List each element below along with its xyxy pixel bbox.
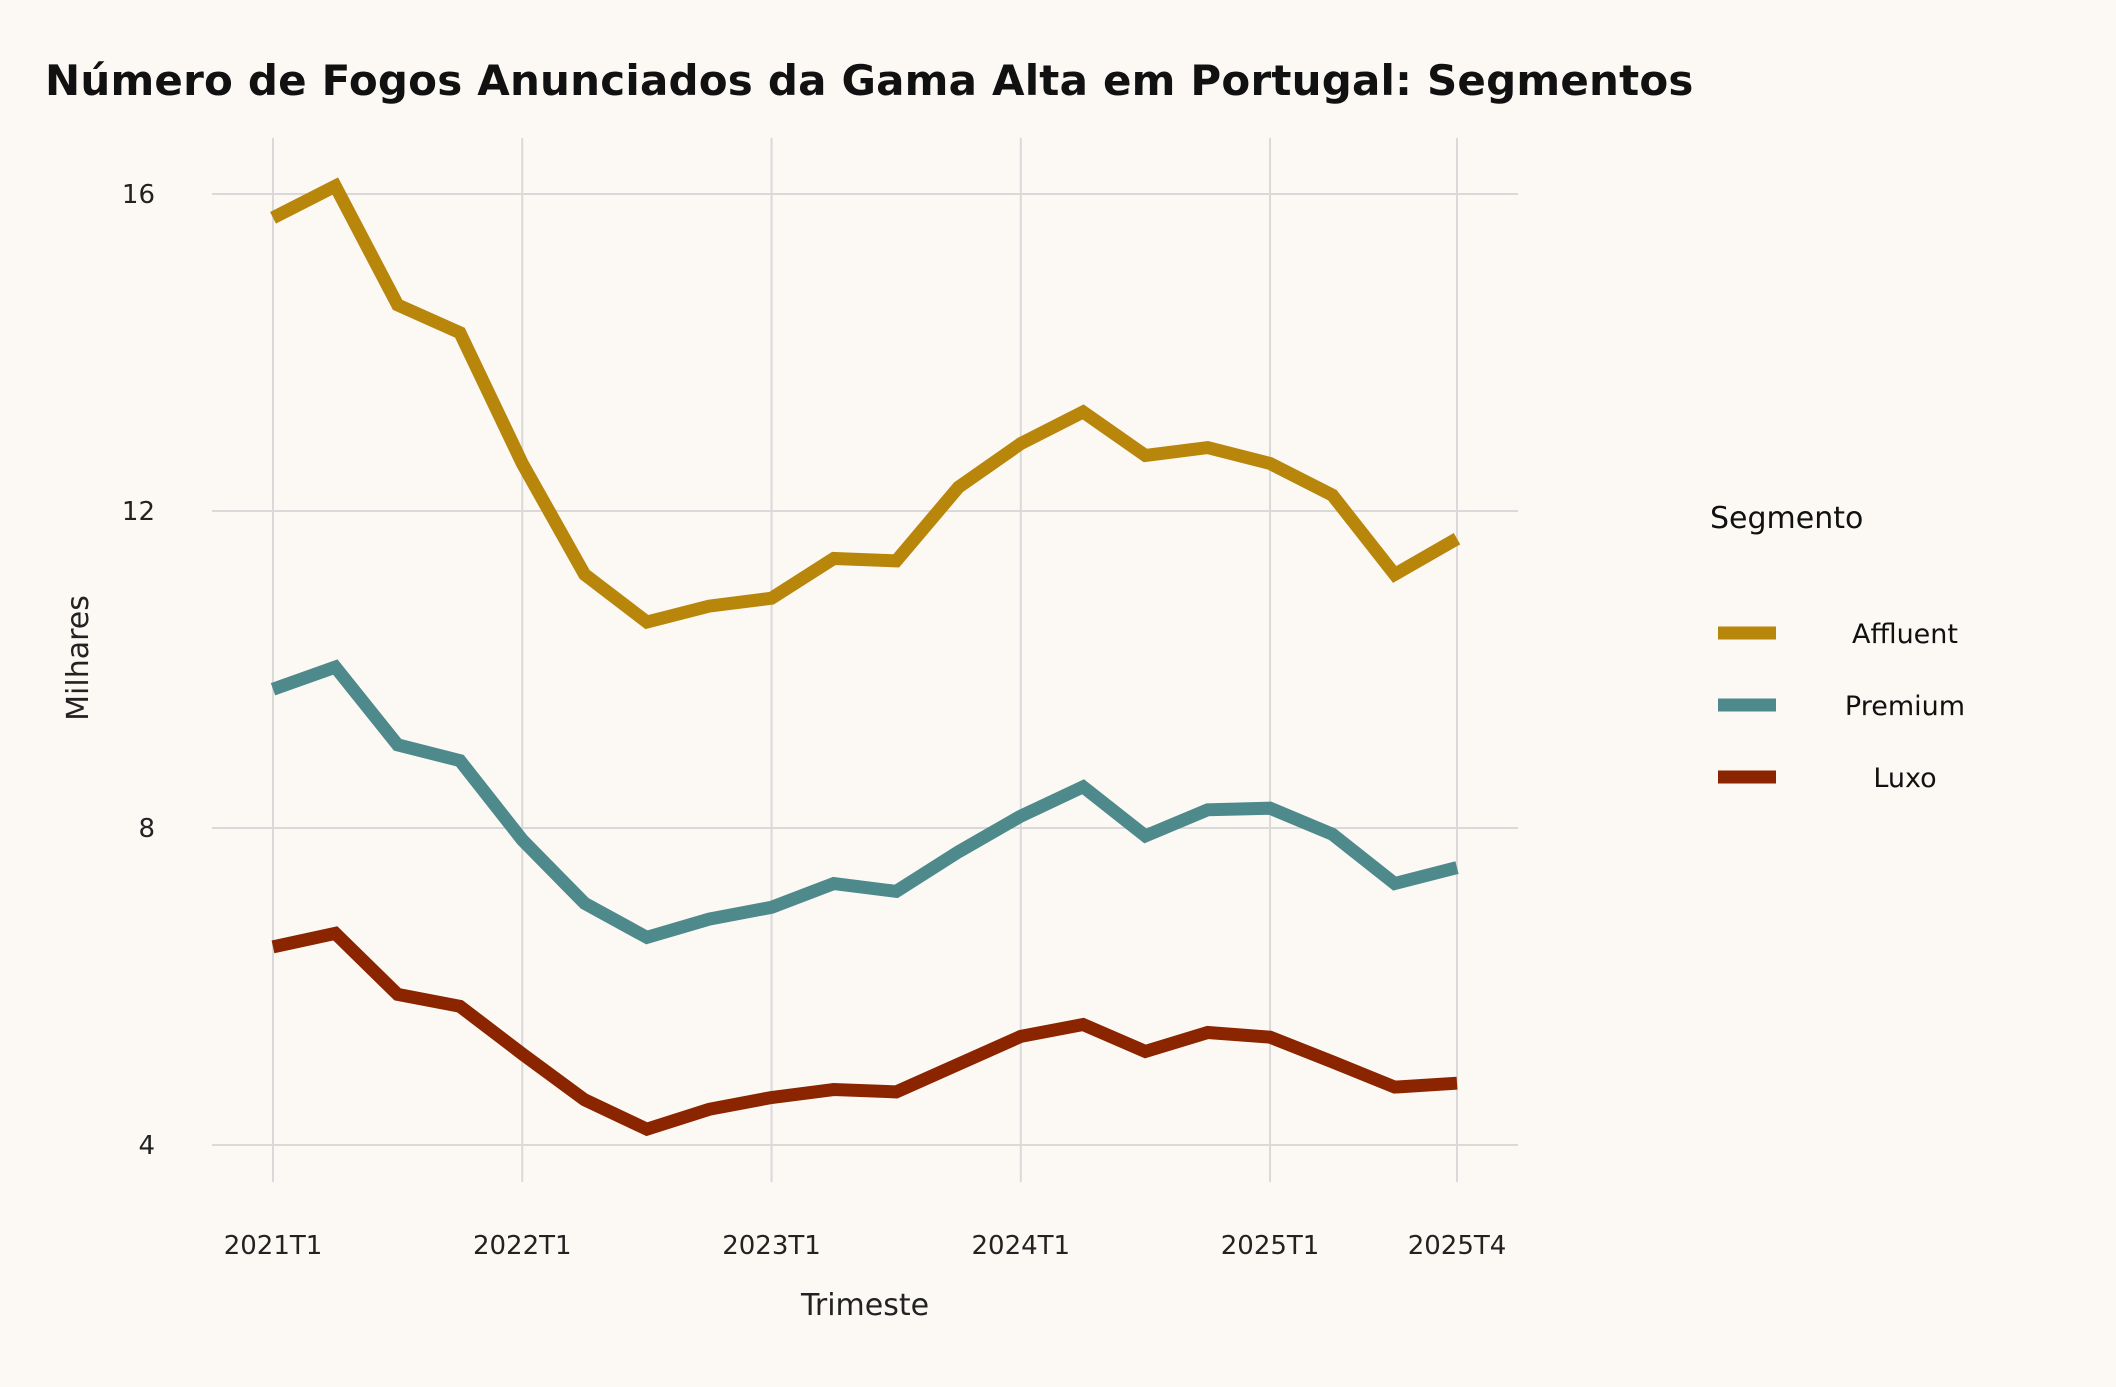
chart-title: Número de Fogos Anunciados da Gama Alta … xyxy=(45,56,1694,105)
series-line-affluent xyxy=(270,177,1461,630)
series-line-premium xyxy=(270,659,1459,945)
legend-label-affluent: Affluent xyxy=(1852,619,1958,650)
y-axis-title: Milhares xyxy=(61,595,96,721)
y-tick-labels: 4 8 12 16 xyxy=(122,180,155,1161)
y-tick-label: 8 xyxy=(138,814,155,844)
x-tick-label: 2025T1 xyxy=(1221,1231,1320,1261)
x-tick-label: 2025T4 xyxy=(1408,1231,1507,1261)
legend-label-luxo: Luxo xyxy=(1873,763,1936,794)
legend: Segmento Affluent Premium Luxo xyxy=(1710,501,1965,794)
legend-title: Segmento xyxy=(1710,501,1863,536)
x-tick-label: 2023T1 xyxy=(722,1231,821,1261)
x-tick-labels: 2021T1 2022T1 2023T1 2024T1 2025T1 2025T4 xyxy=(224,1231,1507,1261)
x-tick-label: 2021T1 xyxy=(224,1231,323,1261)
legend-label-premium: Premium xyxy=(1845,691,1965,722)
series-lines xyxy=(270,177,1461,1137)
y-tick-label: 4 xyxy=(138,1131,155,1161)
y-tick-label: 16 xyxy=(122,180,155,210)
series-line-luxo xyxy=(271,926,1458,1137)
vertical-gridlines xyxy=(272,138,1458,1182)
horizontal-gridlines xyxy=(212,193,1518,1146)
y-tick-label: 12 xyxy=(122,497,155,527)
legend-items: Affluent Premium Luxo xyxy=(1718,619,1965,794)
x-axis-title: Trimeste xyxy=(800,1288,929,1323)
x-tick-label: 2022T1 xyxy=(473,1231,572,1261)
x-tick-label: 2024T1 xyxy=(971,1231,1070,1261)
